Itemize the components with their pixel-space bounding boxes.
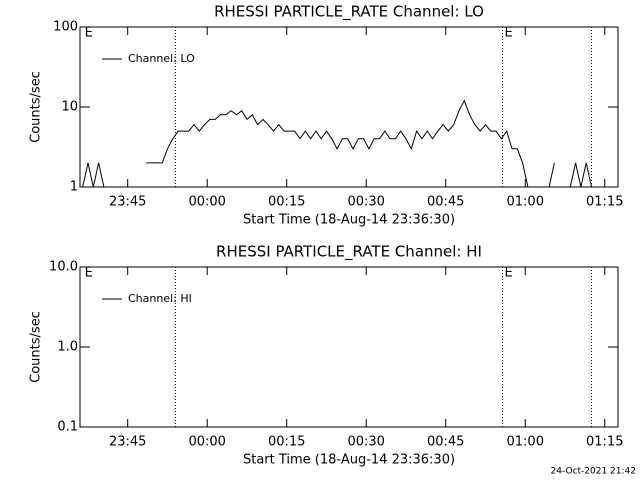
x-tick-label: 00:15 xyxy=(268,195,305,210)
x-tick-label: 00:30 xyxy=(347,195,384,210)
x-tick-label: 00:15 xyxy=(268,435,305,450)
chart-title: RHESSI PARTICLE_RATE Channel: HI xyxy=(216,243,482,262)
x-tick-label: 01:00 xyxy=(507,195,544,210)
x-tick-label: 00:45 xyxy=(427,195,464,210)
event-label: E xyxy=(85,266,93,281)
y-tick-label: 100 xyxy=(53,20,78,35)
x-tick-label: 00:45 xyxy=(427,435,464,450)
x-axis-label: Start Time (18-Aug-14 23:36:30) xyxy=(243,213,455,228)
event-label: E xyxy=(85,26,93,41)
y-tick-label: 10.0 xyxy=(49,260,78,275)
y-axis-label: Counts/sec xyxy=(29,311,44,383)
footer: 24-Oct-2021 21:42 xyxy=(551,467,636,477)
x-tick-label: 00:00 xyxy=(188,435,225,450)
y-tick-label: 1.0 xyxy=(57,340,78,355)
data-line xyxy=(82,99,592,188)
legend-label: Channel: HI xyxy=(128,292,192,305)
x-tick-label: 23:45 xyxy=(109,435,146,450)
y-tick-label: 10 xyxy=(61,100,78,115)
x-tick-label: 01:15 xyxy=(586,195,623,210)
x-axis-label: Start Time (18-Aug-14 23:36:30) xyxy=(243,453,455,468)
y-axis-label: Counts/sec xyxy=(29,71,44,143)
x-tick-label: 01:15 xyxy=(586,435,623,450)
legend-label: Channel: LO xyxy=(128,52,195,65)
y-tick-label: 0.1 xyxy=(57,420,78,435)
x-tick-label: 00:30 xyxy=(347,435,384,450)
y-tick-label: 1 xyxy=(70,180,78,195)
event-label: E xyxy=(504,26,512,41)
chart-title: RHESSI PARTICLE_RATE Channel: LO xyxy=(214,3,484,22)
x-tick-label: 00:00 xyxy=(188,195,225,210)
x-tick-label: 23:45 xyxy=(109,195,146,210)
event-label: E xyxy=(504,266,512,281)
x-tick-label: 01:00 xyxy=(507,435,544,450)
